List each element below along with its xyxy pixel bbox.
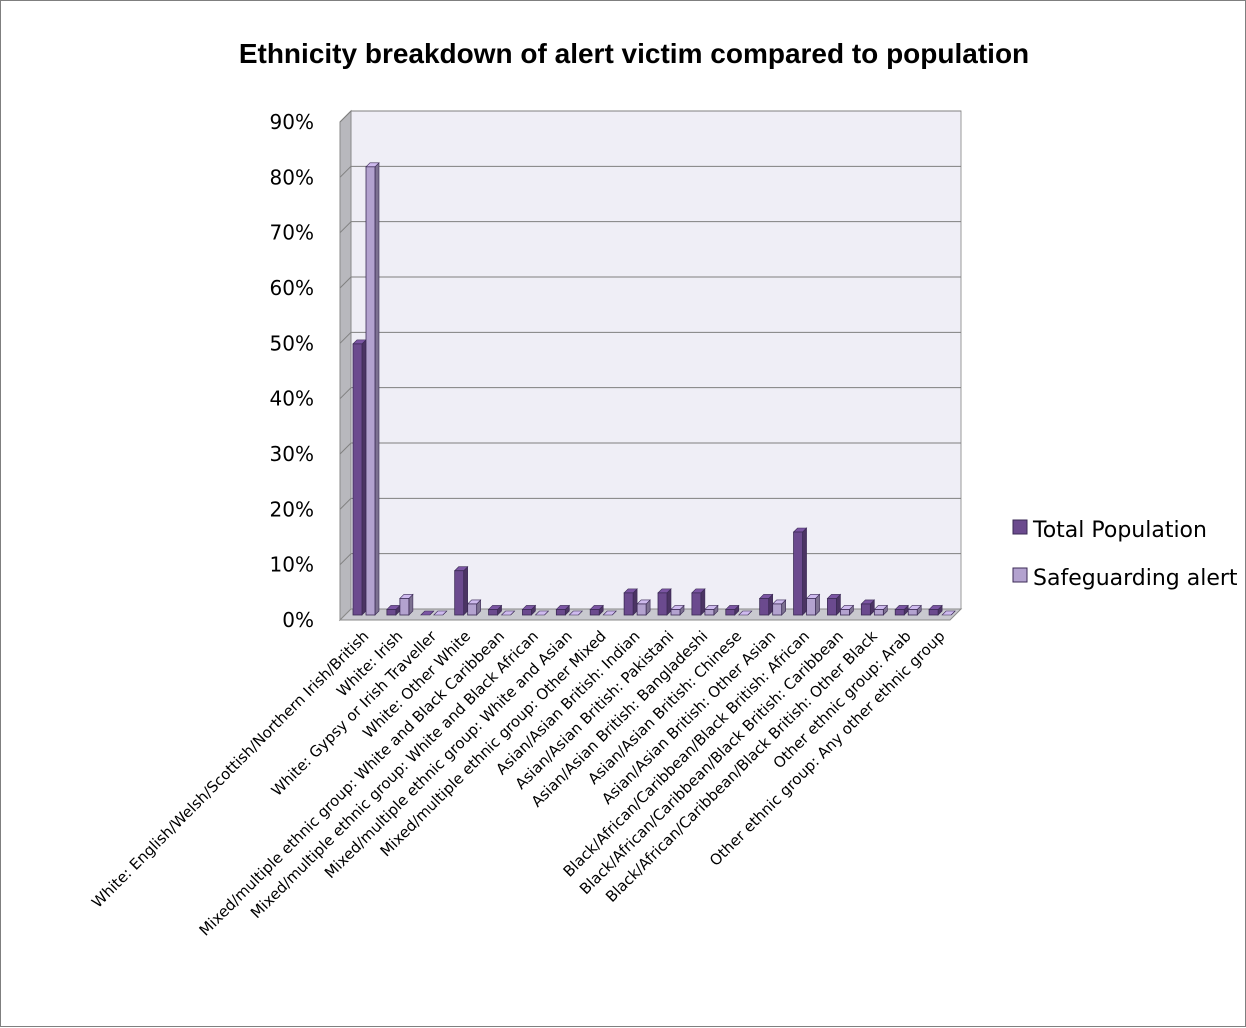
bar-safeguarding-alert (399, 593, 414, 616)
bar-safeguarding-alert (907, 604, 922, 616)
bar-safeguarding-alert (738, 610, 753, 616)
gridline-side (339, 276, 352, 289)
legend-label: Total Population (1032, 518, 1207, 543)
bar-safeguarding-alert (500, 610, 516, 616)
bar-total-population (928, 604, 943, 616)
bar-safeguarding-alert (771, 599, 787, 616)
legend-swatch (1012, 567, 1028, 583)
gridline-side (339, 221, 352, 234)
gridline-side (339, 497, 352, 510)
y-tick-label: 30% (270, 442, 314, 466)
y-tick-label: 60% (270, 276, 314, 300)
bar-total-population (521, 604, 537, 616)
bar-total-population (826, 593, 842, 616)
bar-total-population (894, 604, 909, 616)
y-tick-label: 70% (270, 221, 314, 245)
bar-total-population (860, 599, 876, 616)
bar-safeguarding-alert (805, 593, 821, 616)
chart-title: Ethnicity breakdown of alert victim comp… (239, 38, 1029, 69)
bar-safeguarding-alert (839, 604, 855, 616)
y-tick-label: 40% (270, 387, 314, 411)
bars (352, 162, 956, 616)
bar-safeguarding-alert (941, 610, 956, 616)
y-axis: 0% 10% 20% 30% 40% 50% 60% 70% 80% 90% (270, 110, 314, 632)
bar-safeguarding-alert (433, 610, 448, 616)
x-axis: White: English/Welsh/Scottish/Northern I… (88, 627, 948, 940)
bar-total-population (555, 604, 571, 616)
gridline-side (339, 110, 352, 123)
plot-area (338, 109, 963, 622)
gridline-side (339, 165, 352, 178)
y-tick-label: 0% (282, 608, 314, 632)
gridline-side (339, 387, 352, 400)
bar-total-population (792, 527, 808, 616)
bar-total-population (657, 588, 672, 616)
bar-total-population (453, 566, 469, 616)
bar-safeguarding-alert (365, 162, 380, 616)
bar-safeguarding-alert (568, 610, 584, 616)
gridline-side (339, 442, 352, 455)
bar-safeguarding-alert (466, 599, 482, 616)
bar-total-population (420, 610, 435, 616)
bar-total-population (352, 339, 367, 616)
legend-swatch (1012, 519, 1028, 535)
bar-total-population (386, 604, 401, 616)
bar-total-population (487, 604, 503, 616)
bar-total-population (691, 588, 706, 616)
gridline-side (339, 553, 352, 566)
bar-safeguarding-alert (670, 604, 685, 616)
y-tick-label: 50% (270, 331, 314, 355)
back-wall (350, 110, 962, 610)
y-tick-label: 90% (270, 110, 314, 134)
bar-safeguarding-alert (602, 610, 617, 616)
bar-total-population (589, 604, 604, 616)
legend: Total Population Safeguarding alert (1012, 518, 1238, 591)
side-wall (339, 109, 352, 622)
bar-safeguarding-alert (636, 599, 651, 616)
gridline-side (339, 331, 352, 344)
bar-safeguarding-alert (704, 604, 719, 616)
bar-total-population (725, 604, 740, 616)
y-tick-label: 10% (270, 553, 314, 577)
y-tick-label: 20% (270, 497, 314, 521)
y-tick-label: 80% (270, 165, 314, 189)
bar-total-population (758, 593, 774, 616)
bar-total-population (623, 588, 638, 616)
bar-safeguarding-alert (873, 604, 889, 616)
legend-label: Safeguarding alert (1033, 566, 1238, 591)
bar-safeguarding-alert (534, 610, 550, 616)
